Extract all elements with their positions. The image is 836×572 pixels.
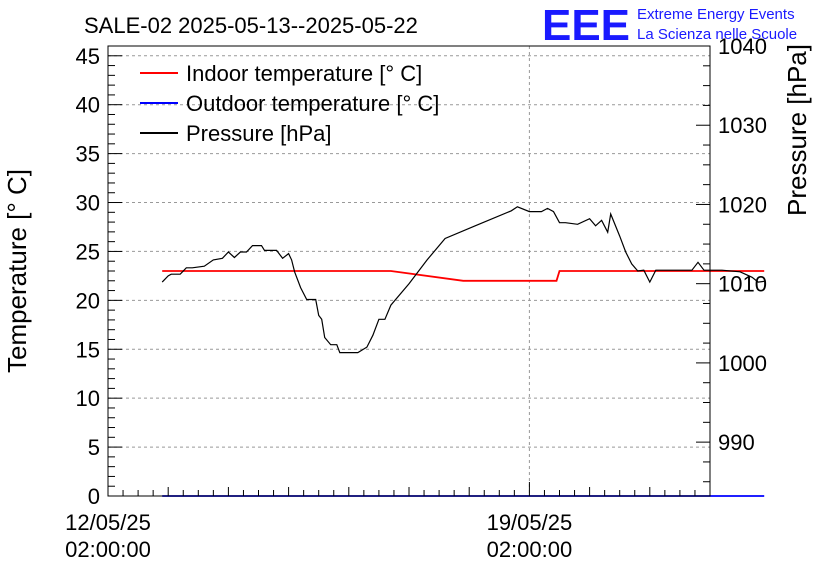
y-left-tick-label: 35 [76, 142, 100, 167]
series-layer [161, 206, 765, 497]
logo-line2: La Scienza nelle Scuole [637, 26, 797, 43]
y-right-tick-label: 1020 [718, 192, 767, 217]
series-line-indoor-temperature-c [162, 270, 765, 282]
left-axis: 0 5 10 15 20 25 30 35 40 45 [76, 44, 122, 509]
x-tick-label-time: 02:00:00 [487, 537, 573, 562]
chart-title: SALE-02 2025-05-13--2025-05-22 [84, 13, 418, 38]
y-right-tick-label: 1040 [718, 34, 767, 59]
y-left-tick-label: 0 [88, 484, 100, 509]
legend-label: Outdoor temperature [° C] [186, 91, 439, 116]
x-tick-label-date: 19/05/25 [487, 510, 573, 535]
right-axis: 990 1000 1010 1020 1030 1040 [696, 34, 767, 483]
series-line-pressure-hpa [161, 206, 765, 354]
y-right-tick-label: 1030 [718, 113, 767, 138]
y-left-tick-label: 15 [76, 337, 100, 362]
eee-logo: EEE Extreme Energy Events La Scienza nel… [542, 1, 797, 50]
y-left-tick-label: 40 [76, 93, 100, 118]
y-left-tick-label: 25 [76, 239, 100, 264]
y-right-tick-label: 1010 [718, 272, 767, 297]
y-right-tick-label: 1000 [718, 351, 767, 376]
y-right-title: Pressure [hPa] [782, 44, 812, 216]
legend: Indoor temperature [° C] Outdoor temperat… [140, 61, 439, 146]
legend-label: Indoor temperature [° C] [186, 61, 422, 86]
y-left-tick-label: 45 [76, 44, 100, 69]
y-left-tick-label: 5 [88, 435, 100, 460]
x-tick-label-date: 12/05/25 [65, 510, 151, 535]
y-left-title: Temperature [° C] [2, 169, 32, 373]
grid [108, 46, 710, 496]
x-tick-label-time: 02:00:00 [65, 537, 151, 562]
y-left-tick-label: 20 [76, 288, 100, 313]
legend-label: Pressure [hPa] [186, 121, 332, 146]
logo-line1: Extreme Energy Events [637, 6, 795, 23]
y-left-tick-label: 30 [76, 191, 100, 216]
logo-mark: EEE [542, 1, 630, 50]
y-right-tick-label: 990 [718, 430, 755, 455]
y-left-tick-label: 10 [76, 386, 100, 411]
